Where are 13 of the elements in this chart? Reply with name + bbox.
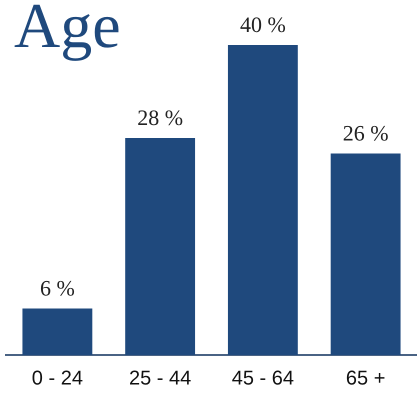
x-tick-label: 25 - 44 — [128, 368, 192, 390]
data-label: 28 % — [137, 104, 184, 130]
x-tick-label: 0 - 24 — [32, 368, 83, 390]
data-label: 40 % — [240, 12, 286, 37]
data-label: 6 % — [40, 275, 75, 300]
bar — [330, 154, 401, 355]
bar — [22, 308, 92, 355]
x-tick-label: 45 - 64 — [232, 368, 294, 390]
data-label: 26 % — [342, 120, 389, 146]
bar — [125, 138, 196, 355]
chart-title: Age — [14, 0, 121, 61]
bar — [228, 45, 298, 355]
x-tick-label: 65 + — [346, 368, 386, 390]
